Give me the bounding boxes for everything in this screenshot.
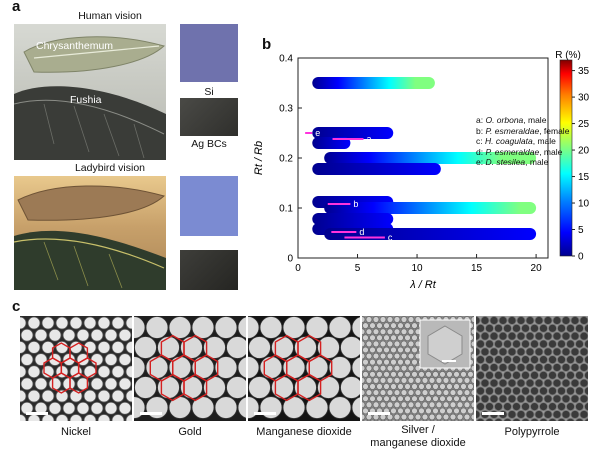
colorbar-tick-label: 30: [578, 93, 590, 104]
y-tick-label: 0.3: [279, 104, 293, 115]
label-silver: Silver /: [401, 424, 435, 436]
marker-label-e: e: [315, 128, 320, 138]
colorbar-tick-label: 25: [578, 119, 590, 130]
legend-box: a: O. orbona, male b: P. esmeraldae, fem…: [476, 115, 569, 168]
x-tick-label: 15: [471, 263, 483, 274]
sem-image-manganese-dioxide: [248, 316, 360, 421]
reflectance-band: [312, 77, 435, 89]
legend-sex: , male: [539, 146, 563, 157]
legend-sex: , male: [523, 115, 547, 125]
leaf-illustration: [14, 36, 166, 160]
colorbar: [559, 59, 573, 257]
legend-entry-a: a: O. orbona, male: [476, 115, 569, 126]
marker-label-d: d: [359, 227, 364, 237]
legend-species: P. esmeraldae: [485, 125, 540, 136]
ag-bcs-swatch-ladybird: [180, 250, 238, 290]
legend-separator: :: [480, 146, 486, 157]
colorbar-tick-label: 10: [578, 199, 590, 210]
colorbar-tick-label: 15: [578, 172, 590, 183]
x-tick-label: 20: [531, 263, 543, 274]
marker-label-b: b: [353, 199, 358, 209]
y-axis-label: Rt / Rb: [253, 141, 265, 175]
ladybird-vision-title: Ladybird vision: [74, 162, 146, 174]
legend-entry-d: d: P. esmeraldae, male: [476, 147, 569, 158]
legend-species: P. esmeraldae: [485, 146, 540, 157]
legend-letter: b: [476, 125, 481, 136]
reflectance-band: [312, 127, 394, 139]
legend-entry-e: e: D. stesilea, male: [476, 157, 569, 168]
y-tick-label: 0.4: [279, 54, 293, 65]
human-vision-title: Human vision: [78, 10, 142, 22]
sem-image-silver-manganese-dioxide: [362, 316, 474, 421]
legend-sex: , male: [525, 157, 549, 167]
label-nickel: Nickel: [61, 426, 91, 438]
legend-separator: :: [480, 125, 486, 136]
legend-species: O. orbona: [485, 115, 524, 125]
legend-letter: d: [476, 146, 481, 157]
sem-image-polypyrrole: [476, 316, 588, 421]
si-swatch-human: [180, 24, 238, 82]
leaf-illustration-ladybird: [14, 185, 166, 290]
legend-separator: :: [480, 136, 485, 146]
colorbar-tick-label: 35: [578, 66, 590, 77]
sem-image-gold: [134, 316, 246, 421]
leaf-label-fushia: Fushia: [70, 94, 102, 106]
ag-bcs-swatch-human: [180, 98, 238, 136]
panel-a-label: a: [12, 0, 21, 15]
legend-sex: , male: [532, 136, 556, 146]
reflectance-band: [312, 213, 394, 225]
si-swatch-ladybird: [180, 176, 238, 236]
reflectance-band: [312, 163, 441, 175]
y-tick-label: 0.1: [279, 204, 293, 215]
legend-species: H. coagulata: [484, 136, 533, 146]
ag-bcs-label: Ag BCs: [191, 138, 227, 150]
legend-species: D. stesilea: [485, 157, 526, 167]
panel-c-label: c: [12, 298, 21, 315]
colorbar-tick-label: 20: [578, 146, 590, 157]
x-tick-label: 0: [295, 263, 301, 274]
human-vision-leaf-photo: [14, 24, 166, 160]
marker-label-c: c: [388, 233, 393, 243]
x-tick-label: 10: [411, 263, 423, 274]
colorbar-title: R (%): [555, 50, 581, 61]
colorbar-tick-label: 0: [578, 252, 584, 263]
colorbar-tick-label: 5: [578, 225, 584, 236]
ladybird-vision-leaf-photo: [14, 176, 166, 290]
x-tick-label: 5: [355, 263, 361, 274]
legend-separator: :: [480, 115, 486, 125]
legend-entry-b: b: P. esmeraldae, female: [476, 126, 569, 137]
label-manganese-dioxide: Manganese dioxide: [256, 426, 352, 438]
leaf-label-chrysanthemum: Chrysanthemum: [36, 40, 114, 52]
legend-entry-c: c: H. coagulata, male: [476, 136, 569, 147]
x-axis-label: λ / Rt: [409, 279, 437, 291]
legend-letter: a: [476, 115, 481, 125]
sem-image-nickel: [20, 316, 132, 421]
y-tick-label: 0.2: [279, 154, 293, 165]
panel-b-label: b: [262, 36, 272, 53]
y-tick-label: 0: [287, 254, 293, 265]
legend-sex: , female: [539, 125, 570, 136]
reflectance-band: [324, 152, 537, 164]
marker-label-a: a: [366, 134, 371, 144]
si-label: Si: [204, 86, 214, 98]
legend-separator: :: [480, 157, 486, 167]
reflectance-band: [324, 202, 537, 214]
legend-letter: e: [476, 157, 481, 167]
label-polypyrrole: Polypyrrole: [504, 426, 560, 438]
label-silver-manganese-dioxide: manganese dioxide: [370, 437, 466, 449]
legend-letter: c: [476, 136, 481, 146]
label-gold: Gold: [178, 426, 202, 438]
